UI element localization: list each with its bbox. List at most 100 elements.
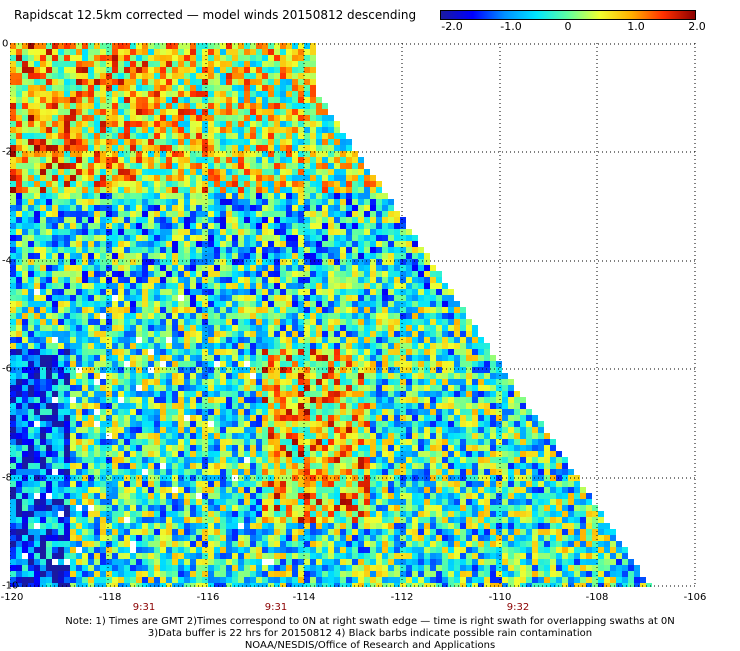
wind-diff-cell <box>52 265 58 271</box>
wind-diff-cell <box>76 169 82 175</box>
wind-diff-cell <box>322 469 328 475</box>
wind-diff-cell <box>250 409 256 415</box>
wind-diff-cell <box>106 349 112 355</box>
wind-diff-cell <box>136 349 142 355</box>
wind-diff-cell <box>178 433 184 439</box>
wind-diff-cell <box>88 193 94 199</box>
wind-diff-cell <box>298 277 304 283</box>
wind-diff-cell <box>334 325 340 331</box>
wind-diff-cell <box>178 325 184 331</box>
wind-diff-cell <box>46 109 52 115</box>
wind-diff-cell <box>148 205 154 211</box>
wind-diff-cell <box>262 289 268 295</box>
wind-diff-cell <box>352 391 358 397</box>
wind-diff-cell <box>70 391 76 397</box>
wind-diff-cell <box>118 49 124 55</box>
wind-diff-cell <box>100 445 106 451</box>
wind-diff-cell <box>208 115 214 121</box>
wind-diff-cell <box>40 133 46 139</box>
wind-diff-cell <box>244 325 250 331</box>
wind-diff-cell <box>22 283 28 289</box>
wind-diff-cell <box>316 163 322 169</box>
wind-diff-cell <box>172 373 178 379</box>
wind-diff-cell <box>226 109 232 115</box>
wind-diff-cell <box>106 187 112 193</box>
wind-diff-cell <box>370 265 376 271</box>
wind-diff-cell <box>430 295 436 301</box>
wind-diff-cell <box>328 379 334 385</box>
wind-diff-cell <box>40 277 46 283</box>
wind-diff-cell <box>220 175 226 181</box>
wind-diff-cell <box>10 361 16 367</box>
wind-diff-cell <box>388 343 394 349</box>
wind-diff-cell <box>190 355 196 361</box>
wind-diff-cell <box>226 373 232 379</box>
wind-diff-cell <box>256 271 262 277</box>
wind-diff-cell <box>292 133 298 139</box>
wind-diff-cell <box>58 283 64 289</box>
wind-diff-cell <box>88 319 94 325</box>
wind-diff-cell <box>220 433 226 439</box>
wind-diff-cell <box>136 391 142 397</box>
wind-diff-cell <box>286 313 292 319</box>
wind-diff-cell <box>46 205 52 211</box>
wind-diff-cell <box>328 325 334 331</box>
wind-diff-cell <box>136 403 142 409</box>
wind-diff-cell <box>16 175 22 181</box>
wind-diff-cell <box>28 463 34 469</box>
wind-diff-cell <box>334 445 340 451</box>
wind-diff-cell <box>244 181 250 187</box>
wind-diff-cell <box>58 421 64 427</box>
wind-diff-cell <box>400 379 406 385</box>
wind-diff-cell <box>82 409 88 415</box>
wind-diff-cell <box>358 373 364 379</box>
wind-diff-cell <box>292 121 298 127</box>
wind-diff-cell <box>22 145 28 151</box>
wind-diff-cell <box>34 247 40 253</box>
wind-diff-cell <box>334 421 340 427</box>
wind-diff-cell <box>52 445 58 451</box>
wind-diff-cell <box>424 421 430 427</box>
wind-diff-cell <box>220 193 226 199</box>
wind-diff-cell <box>322 223 328 229</box>
wind-diff-cell <box>262 253 268 259</box>
wind-diff-cell <box>346 151 352 157</box>
wind-diff-cell <box>298 73 304 79</box>
wind-diff-cell <box>70 349 76 355</box>
wind-diff-cell <box>352 343 358 349</box>
wind-diff-cell <box>364 403 370 409</box>
wind-diff-cell <box>502 439 508 445</box>
wind-diff-cell <box>358 235 364 241</box>
wind-diff-cell <box>28 439 34 445</box>
wind-diff-cell <box>274 457 280 463</box>
wind-diff-cell <box>190 67 196 73</box>
wind-diff-cell <box>10 289 16 295</box>
wind-diff-cell <box>22 433 28 439</box>
wind-diff-cell <box>316 313 322 319</box>
wind-diff-cell <box>304 61 310 67</box>
wind-diff-cell <box>364 379 370 385</box>
wind-diff-cell <box>160 391 166 397</box>
wind-diff-cell <box>190 145 196 151</box>
wind-diff-cell <box>10 421 16 427</box>
wind-diff-cell <box>130 55 136 61</box>
wind-diff-cell <box>184 145 190 151</box>
wind-diff-cell <box>238 91 244 97</box>
wind-diff-cell <box>100 433 106 439</box>
wind-diff-cell <box>220 85 226 91</box>
wind-diff-cell <box>352 451 358 457</box>
wind-diff-cell <box>16 139 22 145</box>
wind-diff-cell <box>202 427 208 433</box>
wind-diff-cell <box>10 409 16 415</box>
wind-diff-cell <box>172 355 178 361</box>
wind-diff-cell <box>28 85 34 91</box>
wind-diff-cell <box>538 451 544 457</box>
wind-diff-cell <box>316 187 322 193</box>
wind-diff-cell <box>418 295 424 301</box>
wind-diff-cell <box>28 169 34 175</box>
wind-diff-cell <box>76 403 82 409</box>
wind-diff-cell <box>406 301 412 307</box>
wind-diff-cell <box>106 295 112 301</box>
wind-diff-cell <box>274 145 280 151</box>
wind-diff-cell <box>94 127 100 133</box>
